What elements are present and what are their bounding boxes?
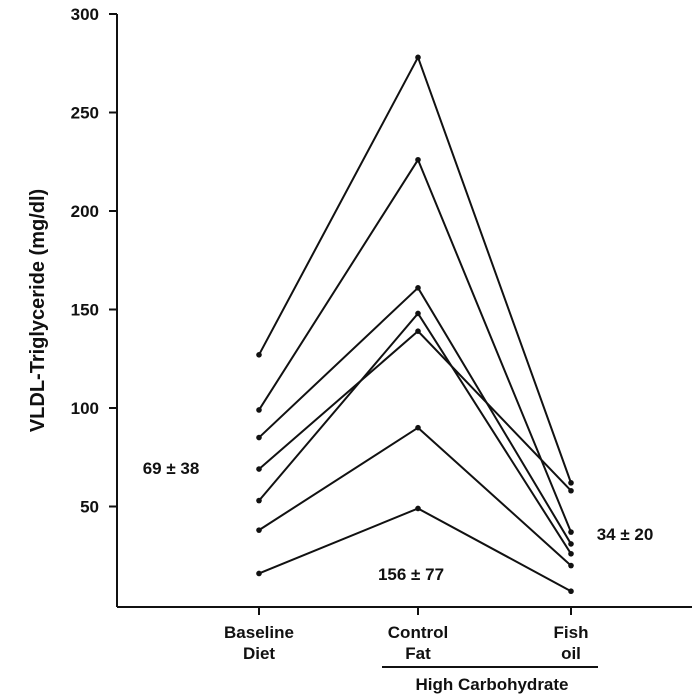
data-points [256,54,574,595]
data-point [568,541,574,547]
data-point [568,529,574,535]
data-point [568,550,574,557]
y-ticks: 50 100 150 200 250 300 [71,5,117,517]
data-point [415,328,421,334]
data-point [568,487,574,494]
data-point [568,562,574,569]
axes [116,14,692,608]
data-point [256,497,262,504]
group-label: High Carbohydrate [415,675,568,694]
data-point [415,285,421,291]
data-point [568,480,574,486]
baseline-mean-annotation: 69 ± 38 [143,459,200,478]
data-point [415,424,421,431]
fish-mean-annotation: 34 ± 20 [597,525,654,544]
y-tick-label: 150 [71,301,99,320]
y-axis-label: VLDL-Triglyceride (mg/dl) [27,189,49,432]
data-point [256,434,262,441]
data-point [415,54,421,61]
series-line [258,157,572,533]
x-ticks: Baseline Diet Control Fat Fish oil [224,607,588,663]
data-point [256,466,262,472]
data-point [256,527,262,533]
x-tick-label: Fish [554,623,589,642]
y-tick-label: 250 [71,104,99,123]
data-point [415,505,421,512]
control-mean-annotation: 156 ± 77 [378,565,444,584]
x-tick-label: Control [388,623,448,642]
data-point [415,156,421,163]
y-tick-label: 200 [71,202,99,221]
y-tick-label: 300 [71,5,99,24]
x-tick-label: Fat [405,644,431,663]
y-tick-label: 100 [71,399,99,418]
x-tick-label: Diet [243,644,275,663]
data-point [568,588,574,595]
series-line [258,311,572,555]
series-lines [258,54,572,593]
data-point [256,570,262,577]
y-tick-label: 50 [80,498,99,517]
x-tick-label: oil [561,644,581,663]
x-tick-label: Baseline [224,623,294,642]
data-point [256,352,262,358]
data-point [256,407,262,413]
series-line [258,426,572,567]
data-point [415,310,421,317]
